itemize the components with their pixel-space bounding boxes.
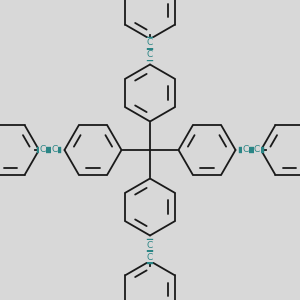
Text: C: C [147,253,153,262]
Text: C: C [147,38,153,47]
Text: C: C [40,146,46,154]
Text: C: C [254,146,260,154]
Text: C: C [147,241,153,250]
Text: C: C [52,146,58,154]
Text: C: C [147,50,153,59]
Text: C: C [242,146,248,154]
